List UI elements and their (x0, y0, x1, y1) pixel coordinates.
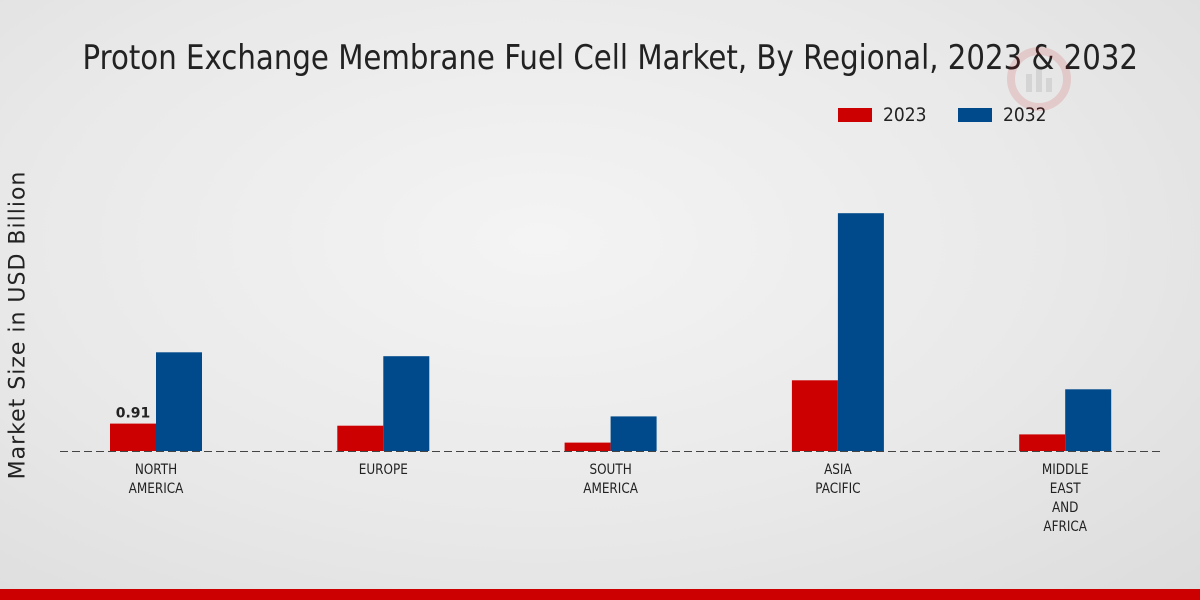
legend-label-2032: 2032 (1003, 104, 1047, 126)
bar-middle-east-and-africa-2023 (1019, 434, 1066, 451)
x-tick-label-europe: EUROPE (359, 462, 408, 478)
x-tick-label-north-america: NORTH AMERICA (129, 462, 184, 497)
bar-asia-pacific-2032 (837, 213, 884, 451)
bar-north-america-2023 (110, 423, 156, 451)
legend-label-2023: 2023 (883, 104, 927, 126)
x-tick-label-south-america: SOUTH AMERICA (583, 462, 638, 497)
bar-south-america-2023 (564, 442, 611, 451)
legend-item-2032: 2032 (958, 104, 1051, 126)
footer-bar (0, 589, 1200, 600)
bar-asia-pacific-2023 (791, 380, 838, 451)
bar-north-america-2032 (156, 352, 202, 451)
legend-swatch-2023 (838, 108, 872, 122)
bar-middle-east-and-africa-2032 (1065, 389, 1112, 451)
bar-europe-2032 (383, 356, 430, 451)
x-tick-label-middle-east-and-africa: MIDDLE EAST AND AFRICA (1042, 462, 1089, 535)
data-label-north-america-2023: 0.91 (116, 406, 151, 422)
watermark-logo-icon (1007, 47, 1071, 111)
bars-group (110, 213, 1112, 451)
bar-europe-2023 (337, 425, 384, 451)
legend-item-2023: 2023 (838, 104, 931, 126)
bar-south-america-2032 (610, 416, 657, 451)
chart-title: Proton Exchange Membrane Fuel Cell Marke… (82, 38, 1139, 78)
legend-swatch-2032 (958, 108, 992, 122)
x-tick-label-asia-pacific: ASIA PACIFIC (815, 462, 860, 497)
labels-group: NORTH AMERICA EUROPE SOUTH AMERICA ASIA PACIFI… (116, 406, 1089, 536)
